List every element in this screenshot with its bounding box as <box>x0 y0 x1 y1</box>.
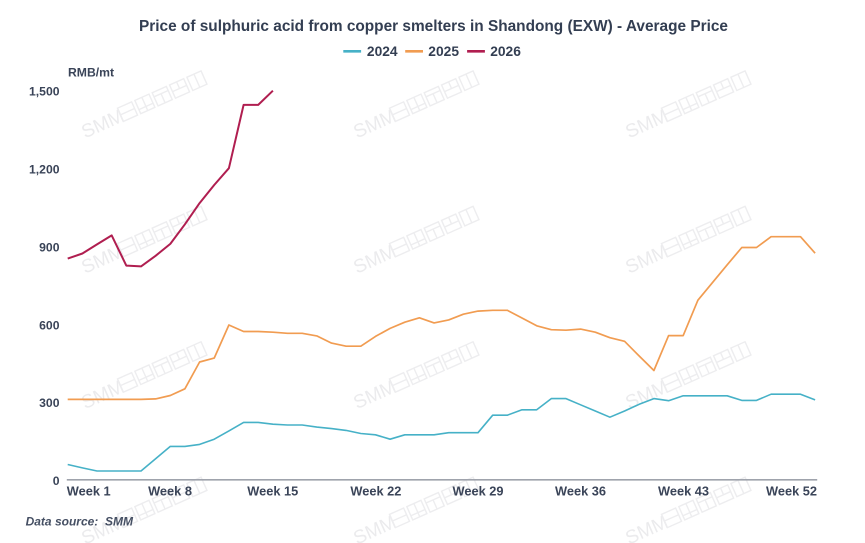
svg-text:0: 0 <box>53 474 60 488</box>
svg-text:Week 43: Week 43 <box>658 484 709 499</box>
svg-text:Week 22: Week 22 <box>350 484 401 499</box>
svg-text:Week 15: Week 15 <box>247 484 298 499</box>
svg-text:Price of sulphuric acid from c: Price of sulphuric acid from copper smel… <box>139 18 728 35</box>
svg-text:Week 8: Week 8 <box>148 484 192 499</box>
svg-text:1,200: 1,200 <box>29 163 60 177</box>
svg-text:Data source: SMM: Data source: SMM <box>26 514 134 528</box>
svg-text:2025: 2025 <box>428 44 459 59</box>
svg-text:600: 600 <box>39 318 60 332</box>
svg-text:Week 52: Week 52 <box>766 484 817 499</box>
svg-text:1,500: 1,500 <box>29 85 60 99</box>
svg-text:RMB/mt: RMB/mt <box>68 66 114 80</box>
svg-text:2026: 2026 <box>490 44 521 59</box>
svg-text:Week 1: Week 1 <box>67 484 111 499</box>
svg-text:Week 36: Week 36 <box>555 484 606 499</box>
svg-text:Week 29: Week 29 <box>453 484 504 499</box>
svg-text:300: 300 <box>39 396 60 410</box>
svg-text:2024: 2024 <box>367 44 398 59</box>
svg-text:900: 900 <box>39 241 60 255</box>
